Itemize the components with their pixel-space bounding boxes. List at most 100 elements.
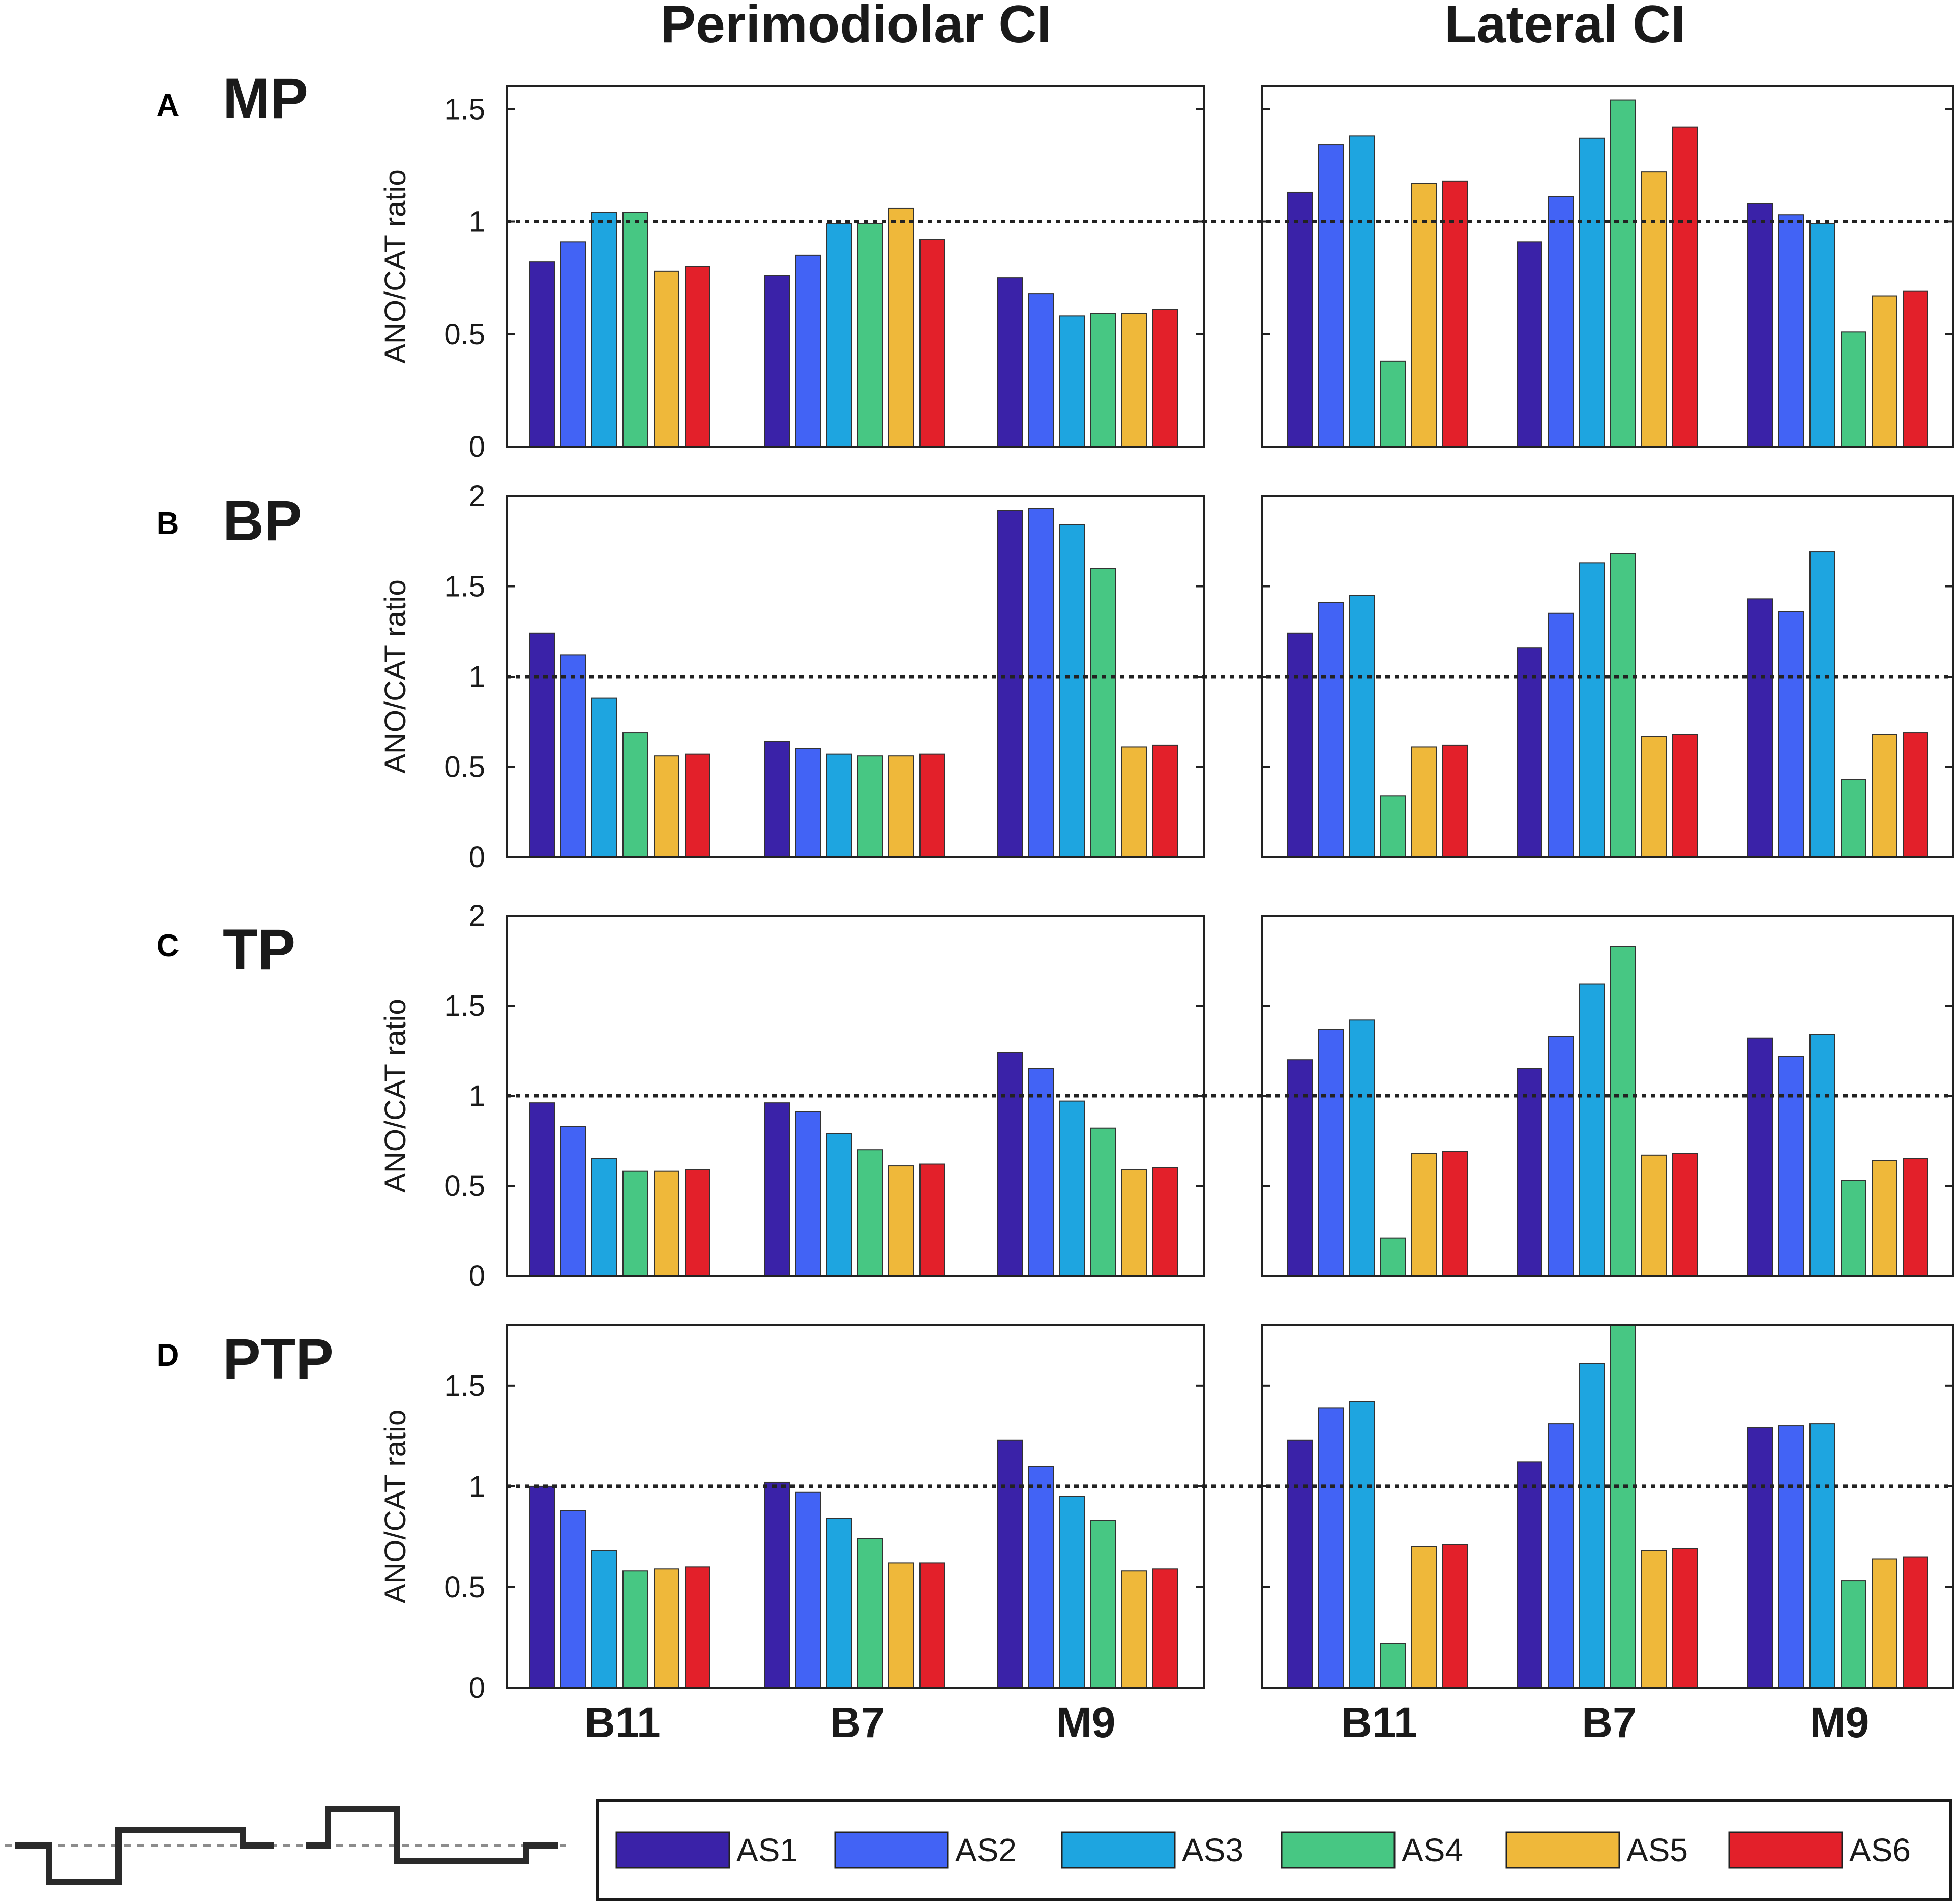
bar-b7-as3 xyxy=(826,1133,852,1277)
bar-m9-as5 xyxy=(1121,1570,1147,1689)
bar-b7-as4 xyxy=(1610,99,1636,448)
bar-b11-as3 xyxy=(591,1550,617,1689)
bar-m9-as3 xyxy=(1809,1423,1835,1689)
bar-b7-as1 xyxy=(1517,647,1542,858)
bar-b7-as6 xyxy=(919,753,945,858)
bar-b11-as6 xyxy=(685,1566,710,1688)
y-axis-label: ANO/CAT ratio xyxy=(379,169,412,363)
bar-b7-as2 xyxy=(1548,196,1574,447)
y-tick-label: 0 xyxy=(469,1672,485,1705)
row-label: BP xyxy=(223,489,302,552)
bar-b7-as2 xyxy=(1548,612,1574,858)
bar-b7-as1 xyxy=(1517,1461,1542,1688)
bar-b7-as5 xyxy=(1641,171,1667,447)
legend-swatch-as6 xyxy=(1728,1831,1843,1869)
y-tick-label: 0 xyxy=(469,1259,485,1293)
column-title-lateral: Lateral CI xyxy=(1444,0,1685,54)
bar-m9-as2 xyxy=(1028,508,1054,858)
y-tick-label: 1 xyxy=(469,1079,485,1112)
stimulus-waveform-icon xyxy=(5,1806,566,1885)
bar-b7-as6 xyxy=(1672,1153,1698,1277)
bar-m9-as2 xyxy=(1778,611,1804,858)
y-axis-label: ANO/CAT ratio xyxy=(379,1410,412,1603)
bar-b11-as3 xyxy=(591,212,617,447)
x-tick-label: B7 xyxy=(1582,1698,1636,1746)
y-axis-label: ANO/CAT ratio xyxy=(379,579,412,773)
x-tick-label: B7 xyxy=(830,1698,884,1746)
bar-b11-as3 xyxy=(1349,135,1375,448)
axes-frame xyxy=(1261,915,1954,1277)
bar-b7-as4 xyxy=(857,755,883,858)
bar-b11-as4 xyxy=(1380,360,1406,447)
y-tick-label: 0 xyxy=(469,841,485,874)
bar-m9-as6 xyxy=(1152,1167,1178,1277)
bar-b11-as3 xyxy=(1349,1019,1375,1276)
bar-b11-as4 xyxy=(1380,1643,1406,1688)
x-category-labels: B11 B7 M9 B11 B7 M9 xyxy=(584,1698,1869,1746)
bar-m9-as6 xyxy=(1903,732,1928,858)
bar-b7-as5 xyxy=(1641,736,1667,858)
bar-b7-as4 xyxy=(1610,1325,1636,1688)
axes-frame xyxy=(1261,495,1954,858)
legend-swatch-as4 xyxy=(1281,1831,1396,1869)
row-label: MP xyxy=(223,67,308,130)
row-letter: B xyxy=(157,506,180,541)
bar-b7-as4 xyxy=(857,1538,883,1688)
legend-label-as5: AS5 xyxy=(1626,1832,1688,1868)
legend-box xyxy=(596,1799,1952,1901)
y-tick-label: 2 xyxy=(469,480,485,513)
bar-m9-as6 xyxy=(1152,1568,1178,1688)
legend-label-as4: AS4 xyxy=(1402,1832,1463,1868)
y-tick-label: 1.5 xyxy=(444,570,485,603)
bar-m9-as2 xyxy=(1778,1425,1804,1689)
panel-lateral xyxy=(1261,85,1954,448)
bar-m9-as2 xyxy=(1028,1466,1054,1689)
bar-m9-as2 xyxy=(1778,214,1804,447)
bar-m9-as3 xyxy=(1059,1100,1085,1277)
bar-m9-as3 xyxy=(1809,1034,1835,1276)
bar-b11-as4 xyxy=(1380,1237,1406,1276)
y-tick-label: 0.5 xyxy=(444,318,485,351)
bar-b7-as6 xyxy=(919,239,945,447)
bar-b7-as1 xyxy=(1517,241,1542,447)
row-letter: C xyxy=(157,928,180,963)
legend-label-as6: AS6 xyxy=(1849,1832,1911,1868)
legend-swatch-as3 xyxy=(1061,1831,1176,1869)
bar-m9-as6 xyxy=(1903,1158,1928,1276)
bar-b11-as6 xyxy=(685,1169,710,1276)
bar-b11-as4 xyxy=(1380,795,1406,858)
axes-frame xyxy=(506,85,1205,448)
bar-m9-as5 xyxy=(1121,313,1147,447)
bar-b7-as6 xyxy=(1672,1548,1698,1689)
panel-perimodiolar: 0 0.5 1 1.5 2 xyxy=(444,899,1205,1293)
bar-b7-as6 xyxy=(919,1562,945,1689)
bar-b7-as3 xyxy=(1579,983,1605,1276)
bar-b7-as1 xyxy=(764,1102,790,1276)
bar-m9-as5 xyxy=(1872,295,1897,448)
bar-m9-as1 xyxy=(997,1439,1023,1689)
bar-m9-as3 xyxy=(1059,1496,1085,1688)
legend-swatch-as1 xyxy=(615,1831,730,1869)
y-axis-label: ANO/CAT ratio xyxy=(379,999,412,1192)
bar-m9-as5 xyxy=(1872,734,1897,858)
y-tick-label: 1 xyxy=(469,660,485,693)
bar-m9-as1 xyxy=(997,510,1023,858)
bar-b11-as5 xyxy=(654,1568,679,1688)
bar-b11-as5 xyxy=(1411,746,1437,858)
x-tick-label: B11 xyxy=(584,1698,660,1746)
column-title-perimodiolar: Perimodiolar CI xyxy=(661,0,1052,54)
bar-b7-as1 xyxy=(764,741,790,858)
bar-b11-as2 xyxy=(1318,602,1344,858)
bar-b7-as4 xyxy=(857,1149,883,1276)
bar-b11-as3 xyxy=(1349,595,1375,858)
legend: AS1 AS2 AS3 AS4 AS5 AS6 xyxy=(596,1799,1952,1901)
y-tick-label: 1 xyxy=(469,1470,485,1503)
bar-m9-as4 xyxy=(1090,1127,1116,1276)
bar-b11-as1 xyxy=(529,261,555,448)
bar-m9-as4 xyxy=(1841,1180,1866,1276)
bar-b7-as3 xyxy=(826,1518,852,1688)
row-letter: D xyxy=(157,1338,180,1373)
bar-b11-as6 xyxy=(1442,180,1468,448)
panel-perimodiolar: 0 0.5 1 1.5 2 xyxy=(444,480,1205,874)
